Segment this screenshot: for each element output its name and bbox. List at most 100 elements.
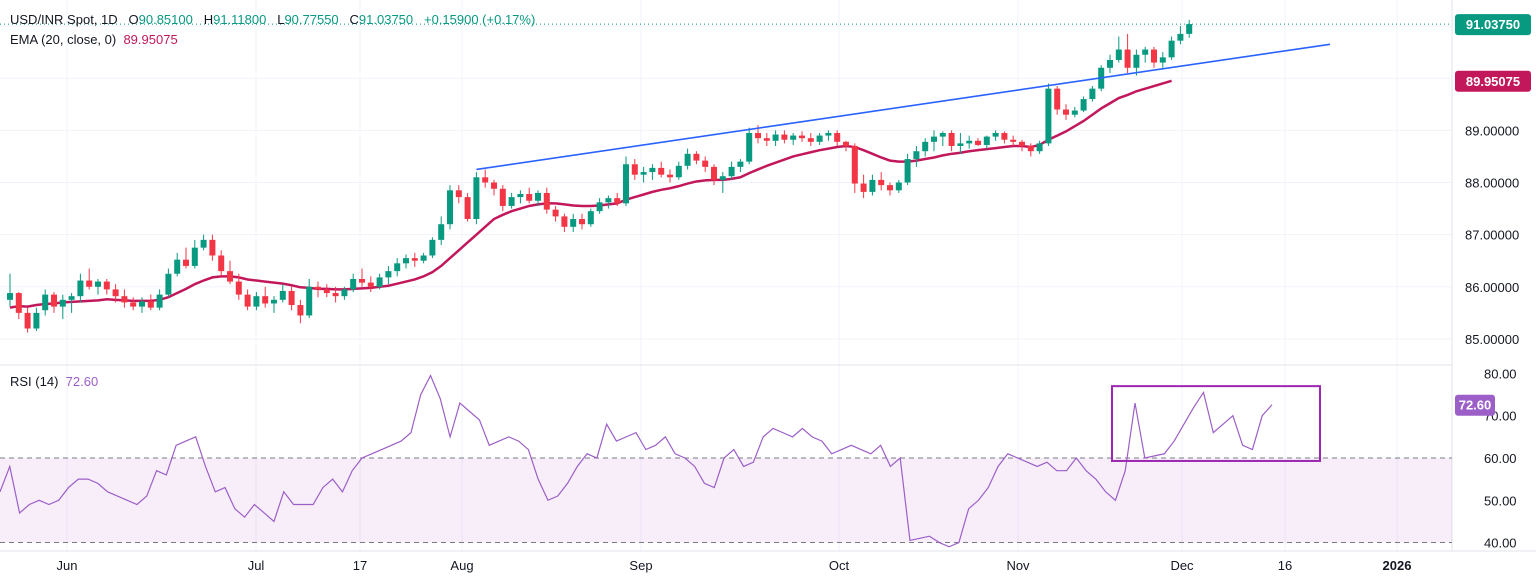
- time-tick-label: Dec: [1170, 558, 1194, 573]
- trendline: [476, 43, 1331, 171]
- candle-body: [948, 132, 955, 146]
- candle-body: [315, 286, 321, 290]
- candle-body: [1045, 88, 1052, 144]
- candle-body: [526, 193, 533, 201]
- rsi-highlight-box: [1111, 385, 1321, 462]
- candle-body: [227, 271, 233, 282]
- rsi-badge-text: 72.60: [1459, 398, 1492, 413]
- candle-body: [7, 293, 13, 300]
- candle-body: [244, 294, 251, 307]
- candle-body: [825, 132, 832, 136]
- low-label: L: [277, 12, 285, 27]
- candle-body: [429, 239, 436, 256]
- candle-body: [508, 197, 515, 206]
- ema-badge-bg: [1455, 70, 1531, 92]
- candle-body: [112, 289, 119, 297]
- candle-body: [957, 143, 964, 146]
- low-value: 90.77550: [284, 12, 339, 27]
- time-tick-label: Nov: [1006, 558, 1030, 573]
- candle-body: [684, 153, 691, 166]
- candle-body: [728, 166, 735, 177]
- close-value: 91.03750: [358, 12, 414, 27]
- rsi-band-fill: [0, 458, 1452, 543]
- candle-body: [438, 224, 445, 240]
- candle-body: [482, 177, 489, 183]
- rsi-badge-bg: [1455, 394, 1495, 416]
- candle-body: [975, 140, 981, 145]
- candle-body: [359, 278, 365, 283]
- candle-body: [605, 198, 612, 203]
- time-tick-label: Sep: [629, 558, 652, 573]
- candle-body: [587, 211, 594, 225]
- candle-body: [931, 136, 937, 142]
- candle-body: [77, 280, 84, 297]
- rsi-header: RSI (14) 72.60: [10, 374, 98, 389]
- candle-body: [596, 202, 603, 212]
- ema-line: [9, 79, 1172, 309]
- candle-body: [737, 161, 744, 167]
- ema-badge-text: 89.95075: [1466, 74, 1520, 89]
- price-axis: 85.00000 86.00000 87.00000 88.00000 89.00000: [1465, 123, 1519, 347]
- candle-body: [209, 239, 216, 256]
- candle-body: [165, 273, 172, 295]
- candle-body: [719, 176, 726, 180]
- ema-label: EMA (20, close, 0): [10, 32, 117, 47]
- candle-body: [1151, 49, 1157, 63]
- candle-body: [631, 164, 638, 175]
- candle-body: [781, 134, 788, 140]
- candle-body: [1115, 49, 1122, 60]
- candle-body: [411, 258, 418, 261]
- rsi-tick-label: 80.00: [1484, 366, 1517, 381]
- candle-body: [279, 290, 286, 300]
- candle-body: [1063, 109, 1069, 115]
- candle-body: [1010, 139, 1017, 142]
- time-tick-label: Jul: [248, 558, 265, 573]
- candle-body: [103, 281, 110, 290]
- price-tick-label: 89.00000: [1465, 123, 1519, 138]
- candle-body: [130, 302, 137, 307]
- candle-body: [147, 301, 154, 308]
- time-tick-label: Oct: [829, 558, 850, 573]
- candle-body: [535, 192, 541, 201]
- candle-body: [1177, 33, 1184, 41]
- candle-body: [843, 141, 849, 146]
- candle-body: [887, 185, 893, 191]
- rsi-label: RSI (14): [10, 374, 59, 389]
- candle-body: [1019, 141, 1025, 146]
- candle-body: [288, 290, 295, 306]
- candle-body: [332, 293, 339, 297]
- candle-body: [473, 177, 480, 219]
- candle-body: [1071, 110, 1078, 115]
- candle-body: [711, 166, 717, 180]
- candle-body: [939, 132, 946, 137]
- candle-body: [878, 179, 885, 186]
- candle-body: [702, 160, 709, 167]
- candle-body: [772, 134, 779, 141]
- candle-body: [218, 255, 225, 272]
- candle-body: [763, 138, 770, 141]
- candle-body: [1186, 24, 1193, 34]
- candle-body: [262, 296, 269, 304]
- candle-body: [1142, 49, 1149, 55]
- price-badge-text: 91.03750: [1466, 17, 1520, 32]
- axis-badges: 91.03750 89.95075 72.60: [1455, 14, 1531, 416]
- rsi-line: [0, 374, 1273, 548]
- candle-body: [1080, 99, 1087, 111]
- rsi-header-value: 72.60: [65, 374, 99, 389]
- candle-body: [447, 190, 453, 225]
- candle-body: [913, 151, 920, 160]
- candle-body: [579, 219, 585, 225]
- change-value: +0.15900 (+0.17%): [423, 12, 536, 27]
- candle-body: [350, 278, 357, 290]
- candle-body: [640, 172, 647, 175]
- candle-body: [51, 294, 57, 307]
- rsi-band: [0, 457, 1452, 544]
- candle-body: [860, 183, 867, 192]
- candle-body: [693, 153, 700, 161]
- candle-body: [790, 135, 797, 140]
- time-tick-label: 16: [1278, 558, 1292, 573]
- candle-body: [1036, 143, 1043, 152]
- candle-body: [24, 312, 31, 329]
- candle-body: [799, 135, 805, 139]
- candle-body: [1133, 54, 1140, 68]
